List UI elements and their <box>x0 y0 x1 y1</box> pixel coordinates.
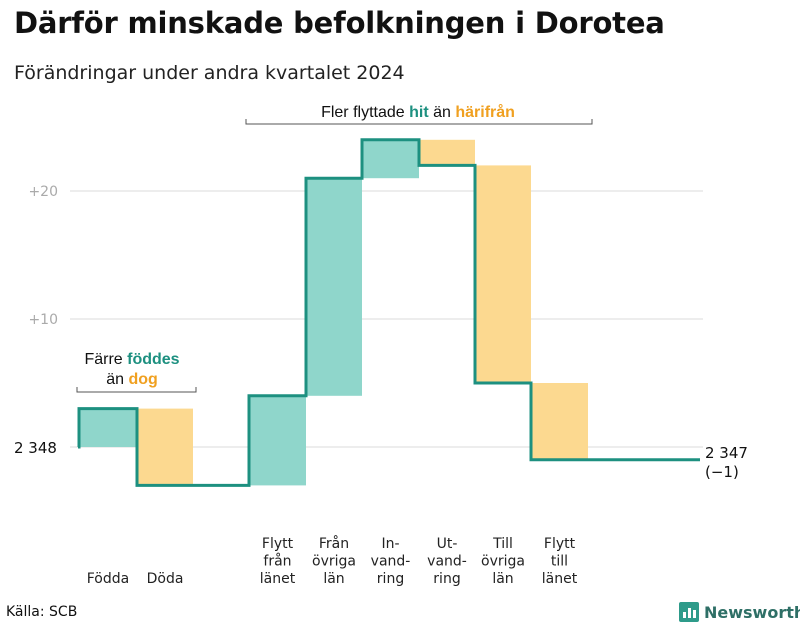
category-label: till <box>551 554 568 570</box>
chart-subtitle: Förändringar under andra kvartalet 2024 <box>14 62 405 84</box>
annotation-text: än <box>106 371 128 388</box>
category-label: vand- <box>371 554 411 570</box>
category-label: Ut- <box>437 536 458 552</box>
bar <box>419 139 475 166</box>
annotation-text: Fler flyttade <box>321 104 409 121</box>
brand-name: Newsworthy <box>704 602 800 622</box>
category-label: Döda <box>147 571 184 587</box>
annotation-bracket <box>245 119 593 125</box>
category-label: Flytt <box>544 536 576 552</box>
category-label: länet <box>542 571 578 587</box>
newsworthy-logo-icon <box>679 602 699 622</box>
step-line <box>77 138 700 487</box>
bar <box>531 383 588 460</box>
category-label: länet <box>260 571 296 587</box>
category-label: ring <box>433 571 460 587</box>
labels: Födda DödaFlyttfrånlänetFrånövrigalänIn-v… <box>14 439 748 587</box>
category-label: Flytt <box>262 536 294 552</box>
annotation-highlight-deaths: dog <box>128 371 157 388</box>
y-tick-label: +20 <box>28 184 58 200</box>
category-label: In- <box>381 536 399 552</box>
bar <box>475 165 531 383</box>
annotation-highlight-in: hit <box>409 104 429 121</box>
bars <box>79 139 588 486</box>
annotation-text: Färre <box>84 351 127 368</box>
category-label: Födda <box>87 571 129 587</box>
category-label: län <box>492 571 513 587</box>
category-label: ring <box>377 571 404 587</box>
annotation-highlight-out: härifrån <box>455 103 515 121</box>
category-label: Från <box>319 535 349 552</box>
bar <box>137 408 193 486</box>
bar <box>249 395 306 486</box>
end-change-label: (−1) <box>705 463 739 481</box>
category-label: län <box>323 571 344 587</box>
annotation-bracket <box>76 387 197 393</box>
annotations: Färre föddes än dog Fler flyttade hit än h… <box>76 103 593 393</box>
category-label: övriga <box>481 554 525 570</box>
annotation-highlight-births: föddes <box>127 351 180 368</box>
source-note: Källa: SCB <box>6 604 78 620</box>
bar <box>306 178 362 396</box>
bar <box>362 139 419 179</box>
brand-logo: Newsworthy <box>679 600 800 624</box>
annotation-text: än <box>429 104 456 121</box>
category-label: övriga <box>312 554 356 570</box>
start-value-label: 2 348 <box>14 439 57 457</box>
cumulative-step-line <box>77 138 700 487</box>
category-label: Till <box>492 536 513 552</box>
y-tick-label: +10 <box>28 312 58 328</box>
bar <box>79 408 137 447</box>
annotation-natural-line2: än dog <box>106 371 158 388</box>
chart-title: Därför minskade befolkningen i Dorotea <box>14 6 665 40</box>
end-value-label: 2 347 <box>705 444 748 462</box>
annotation-natural-line1: Färre föddes <box>84 351 179 368</box>
annotation-migration: Fler flyttade hit än härifrån <box>321 103 515 121</box>
category-label: från <box>263 553 291 570</box>
category-label: vand- <box>427 554 467 570</box>
